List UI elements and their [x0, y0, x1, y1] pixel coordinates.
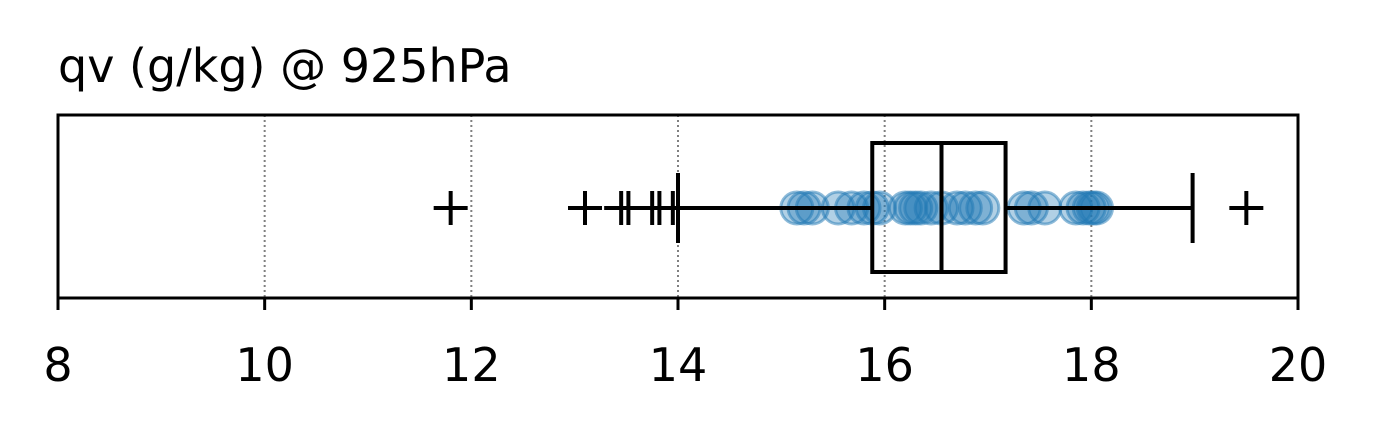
x-tick-label: 16 — [855, 338, 914, 392]
data-point — [913, 190, 949, 226]
x-tick-label: 12 — [442, 338, 501, 392]
x-tick-label: 20 — [1269, 338, 1328, 392]
x-axis-ticks: 8 10 12 14 16 18 20 — [43, 298, 1327, 392]
x-tick-label: 14 — [649, 338, 708, 392]
x-tick-label: 10 — [235, 338, 294, 392]
data-point — [947, 190, 983, 226]
x-tick-label: 8 — [43, 338, 72, 392]
outlier-marker — [433, 191, 468, 225]
x-tick-label: 18 — [1062, 338, 1121, 392]
outlier-marker — [1229, 191, 1264, 225]
data-point — [965, 190, 1001, 226]
chart-title: qv (g/kg) @ 925hPa — [58, 39, 512, 93]
outlier-marker — [655, 191, 690, 225]
box-iqr — [870, 141, 1008, 274]
outlier-markers — [433, 191, 1264, 225]
outlier-marker — [568, 191, 602, 225]
box-and-whiskers — [676, 141, 1195, 274]
